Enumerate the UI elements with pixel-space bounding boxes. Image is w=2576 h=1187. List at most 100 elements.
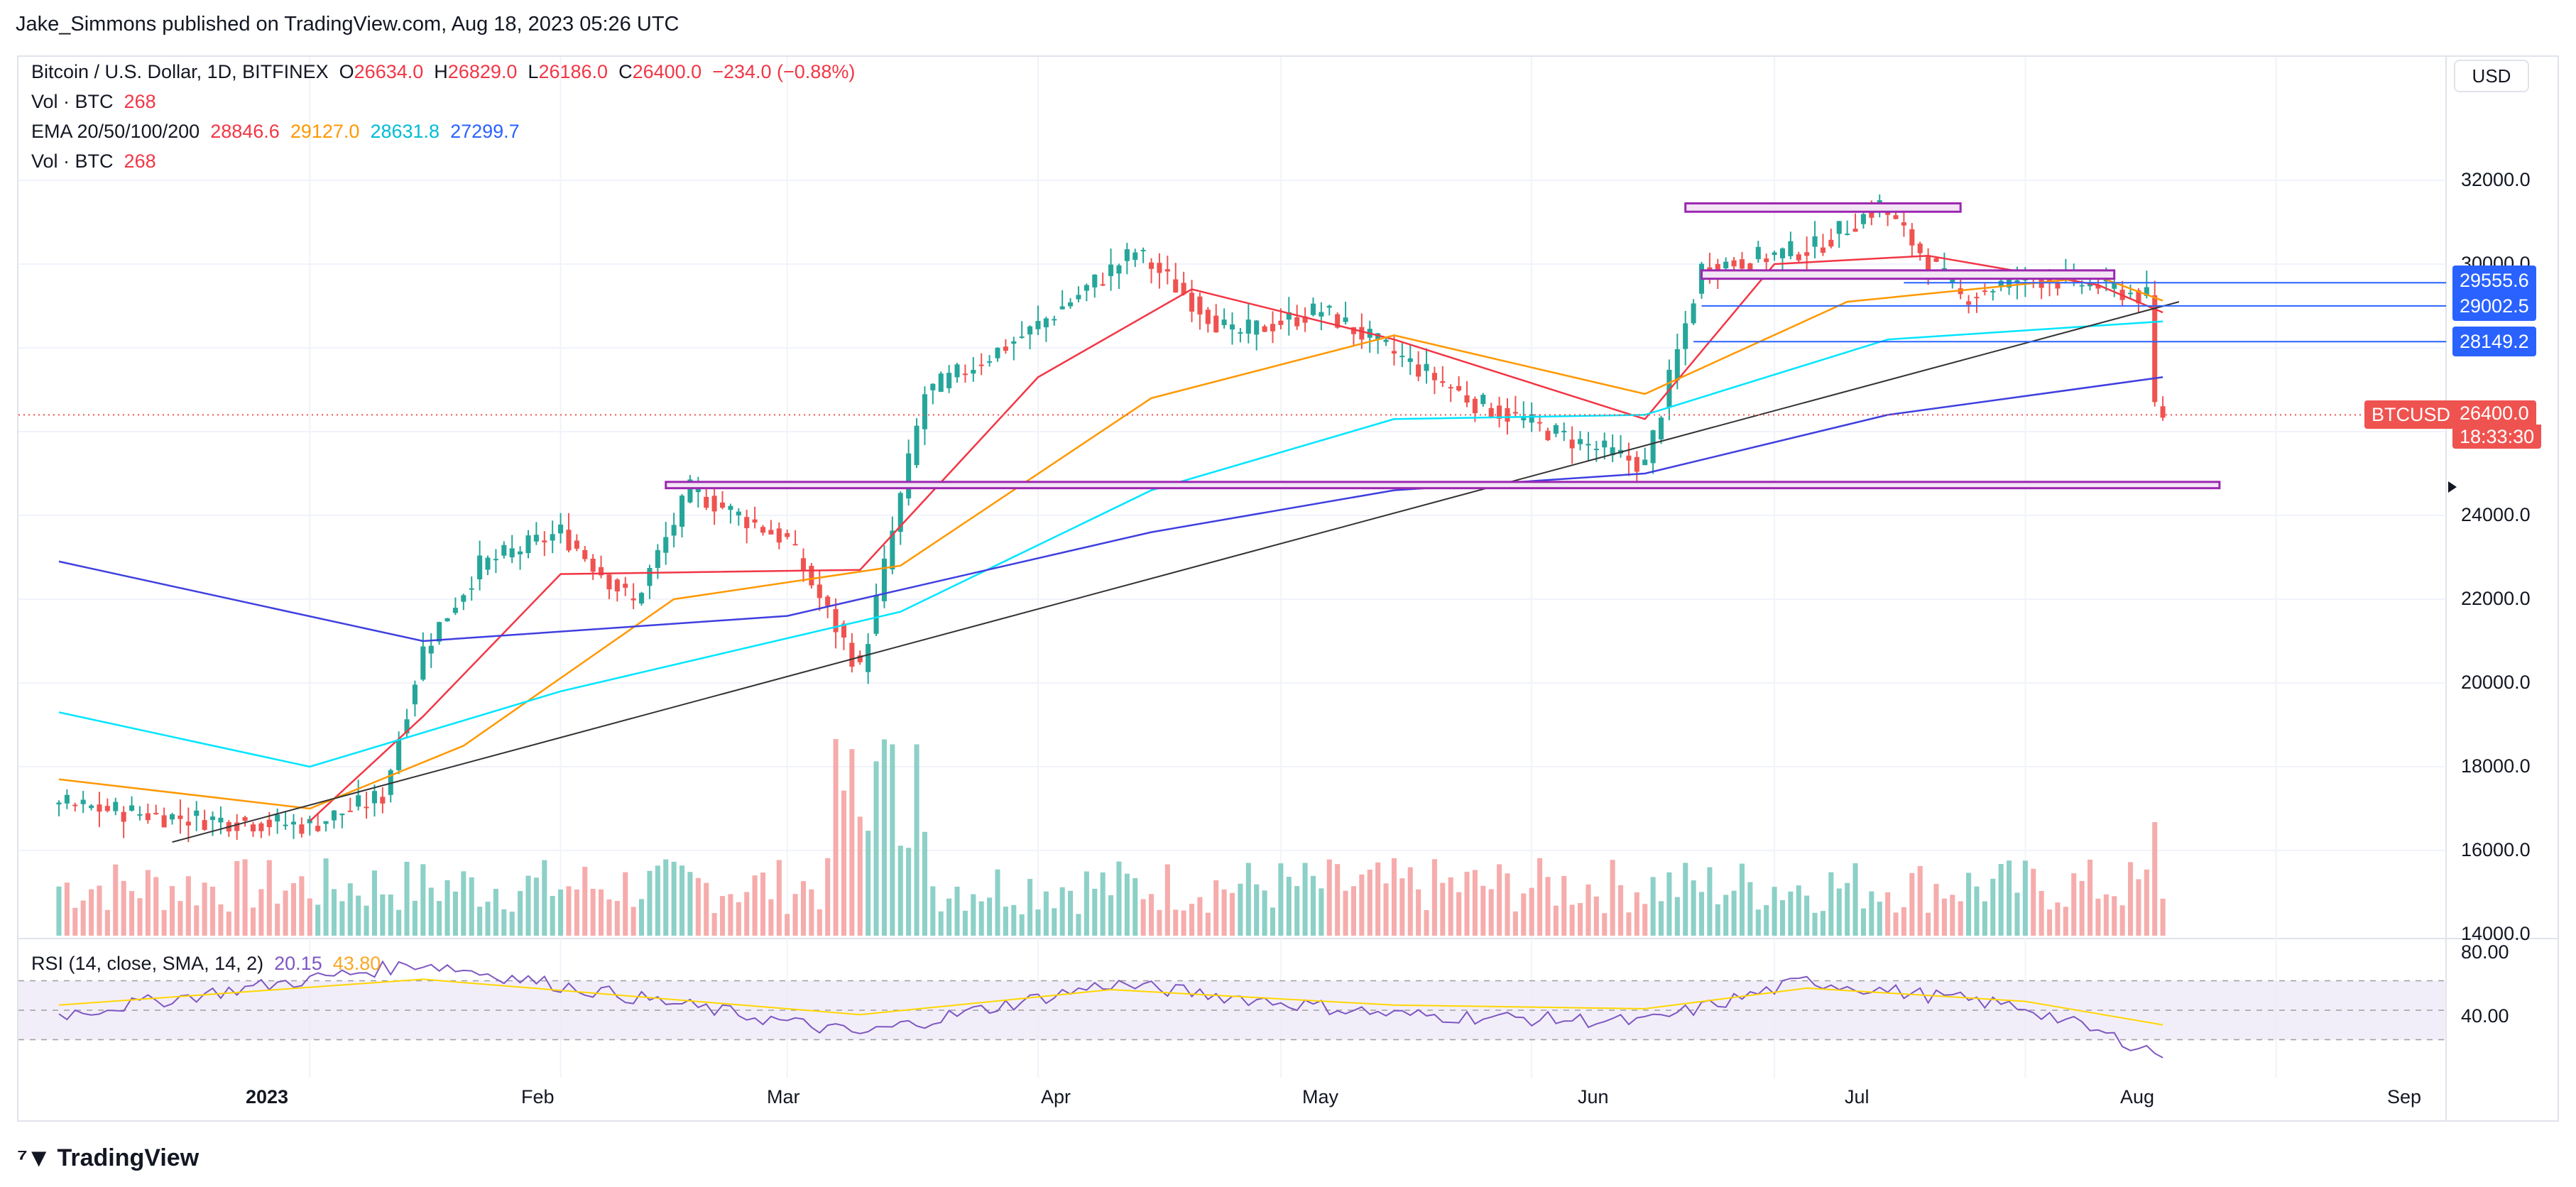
candle-body [752,519,758,523]
volume-bar [825,858,831,936]
volume-bar [922,831,927,936]
candle-body [1310,303,1316,315]
volume-bar [647,870,653,936]
volume-bar [1683,863,1688,936]
volume-bar [218,904,224,936]
candle-body [978,364,984,366]
volume-bar [56,886,62,936]
candle-body [275,814,280,822]
volume-bar [1505,873,1510,936]
symbol-tag[interactable]: BTCUSD [2364,400,2458,429]
volume-bar [1618,885,1624,936]
candle-body [1974,297,1980,299]
candle-body [437,622,442,642]
candle-body [533,535,539,542]
ema-legend[interactable]: EMA 20/50/100/200 28846.6 29127.0 28631.… [31,121,520,142]
volume-bar [1440,882,1446,936]
candle-body [1553,425,1559,434]
candle-body [881,558,887,601]
candle-body [1796,254,1801,261]
candle-body [153,813,159,815]
volume-bar [1828,872,1834,936]
volume-bar [679,865,685,936]
candle-body [711,496,717,512]
candle-body [1416,364,1421,377]
level-tag[interactable]: 29002.5 [2452,291,2536,321]
candle-body [1302,316,1308,323]
candle-body [290,821,297,825]
volume-bar [2007,860,2012,936]
volume-bar [1213,880,1219,936]
volume-bar [890,744,895,936]
candle-body [347,810,353,812]
candle-body [2160,406,2166,418]
candle-body [1068,302,1074,307]
rsi-ma-line [58,978,2163,1026]
volume-bar [1157,909,1162,936]
volume-bar [1173,909,1179,936]
candle-body [1828,239,1834,247]
y-tick: 32000.0 [2461,169,2531,190]
candle-body [736,511,741,515]
volume-bar [817,909,822,936]
volume-bar [1424,909,1429,936]
volume-bar [971,894,976,936]
volume-legend-2[interactable]: Vol · BTC 268 [31,151,156,172]
volume-bar [930,886,936,936]
ema-line [58,320,2163,768]
candle-body [1011,341,1017,344]
volume-bar [1610,860,1615,936]
volume-bar [1755,909,1761,936]
candle-body [1593,449,1599,451]
candle-body [396,740,402,770]
level-tag[interactable]: 28149.2 [2452,327,2536,356]
rsi-legend[interactable]: RSI (14, close, SMA, 14, 2) 20.15 43.80 [31,953,381,974]
volume-bar [283,890,288,936]
tradingview-logo[interactable]: ⁷▼ TradingView [17,1143,200,1172]
volume-bar [1262,890,1267,936]
candle-body [817,584,822,598]
y-tick: 16000.0 [2461,839,2531,860]
x-tick: Feb [521,1086,555,1107]
candle-body [614,579,620,592]
candle-body [833,608,839,633]
volume-bar [542,860,547,936]
volume-bar [1764,904,1769,936]
candle-body [80,799,86,804]
candle-body [315,826,321,831]
volume-bar [1739,863,1745,936]
volume-bar [1642,904,1648,936]
rsi-tick: 40.00 [2461,1005,2509,1027]
candle-body [1407,358,1413,362]
candle-body [1043,318,1049,328]
volume-bar [663,859,669,936]
candle-body [1456,385,1462,390]
volume-bar [906,848,912,936]
volume-bar [962,910,968,936]
volume-bar [1545,877,1551,936]
symbol-title[interactable]: Bitcoin / U.S. Dollar, 1D, BITFINEX [31,61,329,82]
candle-body [250,824,256,832]
candle-body [420,646,426,680]
price-change: −234.0 (−0.88%) [712,61,856,82]
volume-bar [2144,869,2149,936]
volume-bar [1731,890,1737,936]
currency-button[interactable]: USD [2454,60,2529,92]
volume-legend[interactable]: Vol · BTC 268 [31,91,156,112]
candle-body [1391,351,1397,354]
candle-body [1245,319,1251,334]
candle-body [1998,280,2004,288]
candle-body [1294,317,1300,327]
candle-body [1189,292,1195,312]
volume-bar [437,901,442,936]
level-tag[interactable]: 29555.6 [2452,266,2536,295]
volume-bar [2103,894,2109,936]
candle-body [704,496,709,508]
y-tick: 14000.0 [2461,923,2531,944]
volume-bar [185,876,191,936]
last-price-tag[interactable]: 26400.0 [2452,400,2536,426]
candle-body [2047,278,2053,283]
volume-bar [1367,870,1372,936]
candle-body [938,373,944,392]
